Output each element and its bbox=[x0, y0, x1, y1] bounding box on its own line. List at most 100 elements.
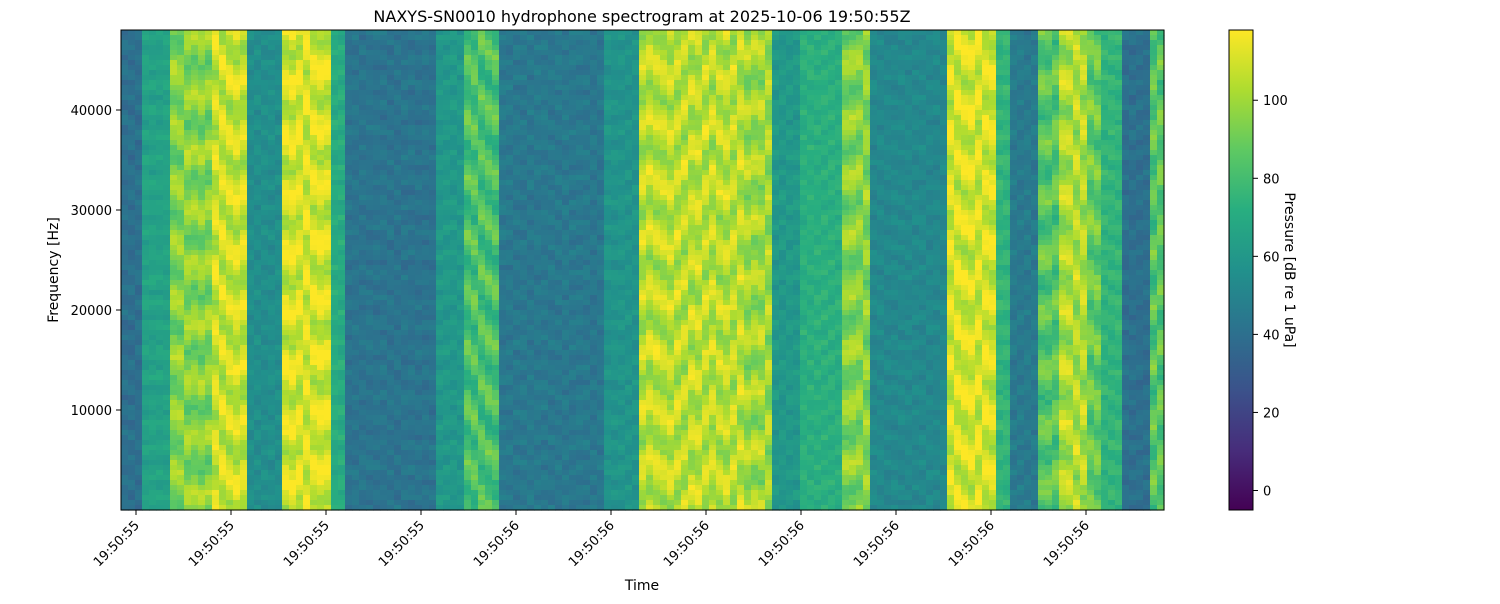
spectrogram-cell bbox=[415, 150, 423, 156]
spectrogram-cell bbox=[415, 445, 423, 451]
spectrogram-cell bbox=[219, 250, 227, 256]
spectrogram-cell bbox=[387, 80, 395, 86]
spectrogram-cell bbox=[121, 315, 129, 321]
spectrogram-cell bbox=[275, 270, 283, 276]
spectrogram-cell bbox=[170, 270, 178, 276]
spectrogram-cell bbox=[464, 445, 472, 451]
spectrogram-cell bbox=[345, 405, 353, 411]
spectrogram-cell bbox=[317, 400, 325, 406]
spectrogram-cell bbox=[415, 70, 423, 76]
spectrogram-cell bbox=[226, 265, 234, 271]
spectrogram-cell bbox=[373, 205, 381, 211]
spectrogram-cell bbox=[261, 240, 269, 246]
spectrogram-cell bbox=[198, 155, 206, 161]
spectrogram-cell bbox=[198, 185, 206, 191]
spectrogram-cell bbox=[135, 330, 143, 336]
spectrogram-cell bbox=[408, 210, 416, 216]
spectrogram-cell bbox=[261, 70, 269, 76]
spectrogram-cell bbox=[170, 45, 178, 51]
spectrogram-cell bbox=[352, 170, 360, 176]
spectrogram-cell bbox=[275, 470, 283, 476]
spectrogram-cell bbox=[310, 140, 318, 146]
spectrogram-cell bbox=[142, 440, 150, 446]
spectrogram-cell bbox=[156, 275, 164, 281]
spectrogram-cell bbox=[142, 120, 150, 126]
spectrogram-cell bbox=[478, 45, 486, 51]
spectrogram-cell bbox=[450, 490, 458, 496]
spectrogram-cell bbox=[317, 70, 325, 76]
spectrogram-cell bbox=[128, 190, 136, 196]
spectrogram-cell bbox=[254, 230, 262, 236]
spectrogram-cell bbox=[331, 430, 339, 436]
spectrogram-cell bbox=[366, 415, 374, 421]
spectrogram-cell bbox=[436, 170, 444, 176]
spectrogram-cell bbox=[436, 100, 444, 106]
spectrogram-cell bbox=[205, 310, 213, 316]
spectrogram-cell bbox=[394, 70, 402, 76]
spectrogram-cell bbox=[366, 500, 374, 506]
spectrogram-cell bbox=[128, 150, 136, 156]
spectrogram-cell bbox=[338, 435, 346, 441]
spectrogram-cell bbox=[415, 285, 423, 291]
spectrogram-cell bbox=[268, 75, 276, 81]
spectrogram-cell bbox=[338, 205, 346, 211]
spectrogram-cell bbox=[135, 485, 143, 491]
spectrogram-cell bbox=[436, 460, 444, 466]
spectrogram-cell bbox=[394, 125, 402, 131]
spectrogram-cell bbox=[436, 225, 444, 231]
spectrogram-cell bbox=[331, 295, 339, 301]
spectrogram-cell bbox=[226, 340, 234, 346]
spectrogram-cell bbox=[149, 230, 157, 236]
spectrogram-cell bbox=[184, 420, 192, 426]
spectrogram-cell bbox=[324, 115, 332, 121]
spectrogram-cell bbox=[415, 85, 423, 91]
spectrogram-cell bbox=[282, 260, 290, 266]
spectrogram-cell bbox=[345, 250, 353, 256]
spectrogram-cell bbox=[401, 445, 409, 451]
spectrogram-cell bbox=[205, 505, 213, 511]
spectrogram-cell bbox=[478, 105, 486, 111]
spectrogram-cell bbox=[240, 75, 248, 81]
spectrogram-cell bbox=[296, 65, 304, 71]
spectrogram-cell bbox=[191, 365, 199, 371]
spectrogram-cell bbox=[345, 185, 353, 191]
spectrogram-cell bbox=[303, 195, 311, 201]
spectrogram-cell bbox=[240, 490, 248, 496]
spectrogram-cell bbox=[191, 500, 199, 506]
spectrogram-cell bbox=[184, 415, 192, 421]
spectrogram-cell bbox=[450, 100, 458, 106]
spectrogram-cell bbox=[422, 470, 430, 476]
spectrogram-cell bbox=[135, 45, 143, 51]
spectrogram-cell bbox=[289, 500, 297, 506]
spectrogram-cell bbox=[401, 70, 409, 76]
spectrogram-cell bbox=[156, 195, 164, 201]
spectrogram-cell bbox=[212, 185, 220, 191]
spectrogram-cell bbox=[212, 480, 220, 486]
spectrogram-cell bbox=[205, 355, 213, 361]
spectrogram-cell bbox=[345, 155, 353, 161]
spectrogram-cell bbox=[128, 55, 136, 61]
spectrogram-cell bbox=[415, 255, 423, 261]
spectrogram-cell bbox=[352, 220, 360, 226]
spectrogram-cell bbox=[142, 250, 150, 256]
spectrogram-cell bbox=[219, 265, 227, 271]
spectrogram-cell bbox=[394, 300, 402, 306]
spectrogram-cell bbox=[233, 270, 241, 276]
spectrogram-cell bbox=[317, 445, 325, 451]
spectrogram-cell bbox=[226, 190, 234, 196]
spectrogram-cell bbox=[457, 120, 465, 126]
spectrogram-cell bbox=[163, 470, 171, 476]
spectrogram-cell bbox=[296, 185, 304, 191]
spectrogram-cell bbox=[303, 490, 311, 496]
spectrogram-cell bbox=[478, 385, 486, 391]
spectrogram-cell bbox=[205, 120, 213, 126]
spectrogram-cell bbox=[156, 415, 164, 421]
spectrogram-cell bbox=[198, 460, 206, 466]
spectrogram-cell bbox=[184, 190, 192, 196]
spectrogram-cell bbox=[191, 215, 199, 221]
spectrogram-cell bbox=[457, 125, 465, 131]
spectrogram-cell bbox=[156, 45, 164, 51]
spectrogram-cell bbox=[352, 435, 360, 441]
spectrogram-cell bbox=[156, 265, 164, 271]
spectrogram-cell bbox=[135, 495, 143, 501]
